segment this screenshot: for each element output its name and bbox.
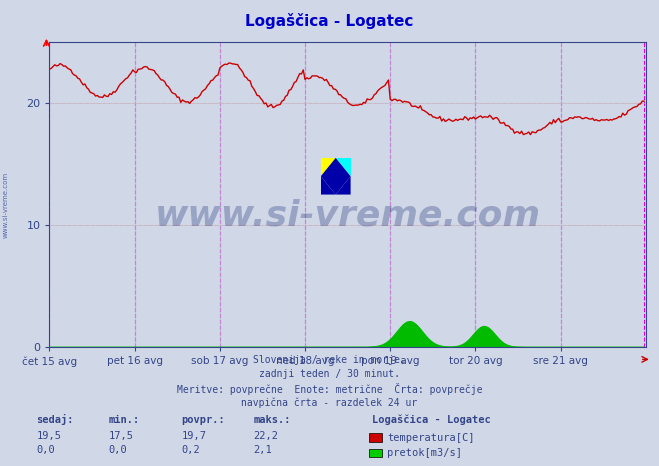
Polygon shape: [321, 176, 335, 195]
Text: 0,0: 0,0: [109, 445, 127, 455]
Text: temperatura[C]: temperatura[C]: [387, 433, 475, 443]
Polygon shape: [335, 176, 351, 195]
Text: 0,0: 0,0: [36, 445, 55, 455]
Text: zadnji teden / 30 minut.: zadnji teden / 30 minut.: [259, 369, 400, 379]
Text: 19,5: 19,5: [36, 431, 61, 440]
Text: Slovenija / reke in morje.: Slovenija / reke in morje.: [253, 355, 406, 365]
Text: www.si-vreme.com: www.si-vreme.com: [155, 199, 540, 233]
Text: min.:: min.:: [109, 415, 140, 425]
Polygon shape: [321, 158, 335, 176]
Text: 2,1: 2,1: [254, 445, 272, 455]
Text: Meritve: povprečne  Enote: metrične  Črta: povprečje: Meritve: povprečne Enote: metrične Črta:…: [177, 383, 482, 395]
Text: Logaščica - Logatec: Logaščica - Logatec: [245, 13, 414, 29]
Text: 0,2: 0,2: [181, 445, 200, 455]
Polygon shape: [335, 158, 351, 176]
Text: povpr.:: povpr.:: [181, 415, 225, 425]
Text: 17,5: 17,5: [109, 431, 134, 440]
Text: Logaščica - Logatec: Logaščica - Logatec: [372, 415, 491, 425]
Text: maks.:: maks.:: [254, 415, 291, 425]
Text: pretok[m3/s]: pretok[m3/s]: [387, 448, 463, 459]
Text: www.si-vreme.com: www.si-vreme.com: [2, 172, 9, 238]
Polygon shape: [321, 158, 351, 195]
Text: 19,7: 19,7: [181, 431, 206, 440]
Text: navpična črta - razdelek 24 ur: navpična črta - razdelek 24 ur: [241, 397, 418, 408]
Text: 22,2: 22,2: [254, 431, 279, 440]
Text: sedaj:: sedaj:: [36, 414, 74, 425]
